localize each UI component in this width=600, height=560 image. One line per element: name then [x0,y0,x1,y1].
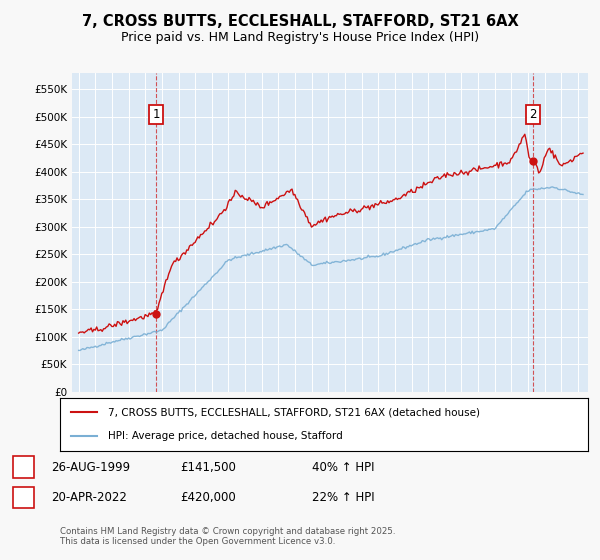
Text: 7, CROSS BUTTS, ECCLESHALL, STAFFORD, ST21 6AX (detached house): 7, CROSS BUTTS, ECCLESHALL, STAFFORD, ST… [107,408,479,418]
Text: 40% ↑ HPI: 40% ↑ HPI [312,460,374,474]
Text: £420,000: £420,000 [180,491,236,505]
Text: 1: 1 [20,460,27,474]
Text: 1: 1 [152,108,160,120]
Text: 26-AUG-1999: 26-AUG-1999 [51,460,130,474]
Text: 2: 2 [529,108,537,120]
Text: £141,500: £141,500 [180,460,236,474]
Text: Contains HM Land Registry data © Crown copyright and database right 2025.
This d: Contains HM Land Registry data © Crown c… [60,526,395,546]
Text: 7, CROSS BUTTS, ECCLESHALL, STAFFORD, ST21 6AX: 7, CROSS BUTTS, ECCLESHALL, STAFFORD, ST… [82,14,518,29]
Text: 22% ↑ HPI: 22% ↑ HPI [312,491,374,505]
Text: Price paid vs. HM Land Registry's House Price Index (HPI): Price paid vs. HM Land Registry's House … [121,31,479,44]
Text: HPI: Average price, detached house, Stafford: HPI: Average price, detached house, Staf… [107,431,342,441]
Text: 20-APR-2022: 20-APR-2022 [51,491,127,505]
Text: 2: 2 [20,491,27,505]
